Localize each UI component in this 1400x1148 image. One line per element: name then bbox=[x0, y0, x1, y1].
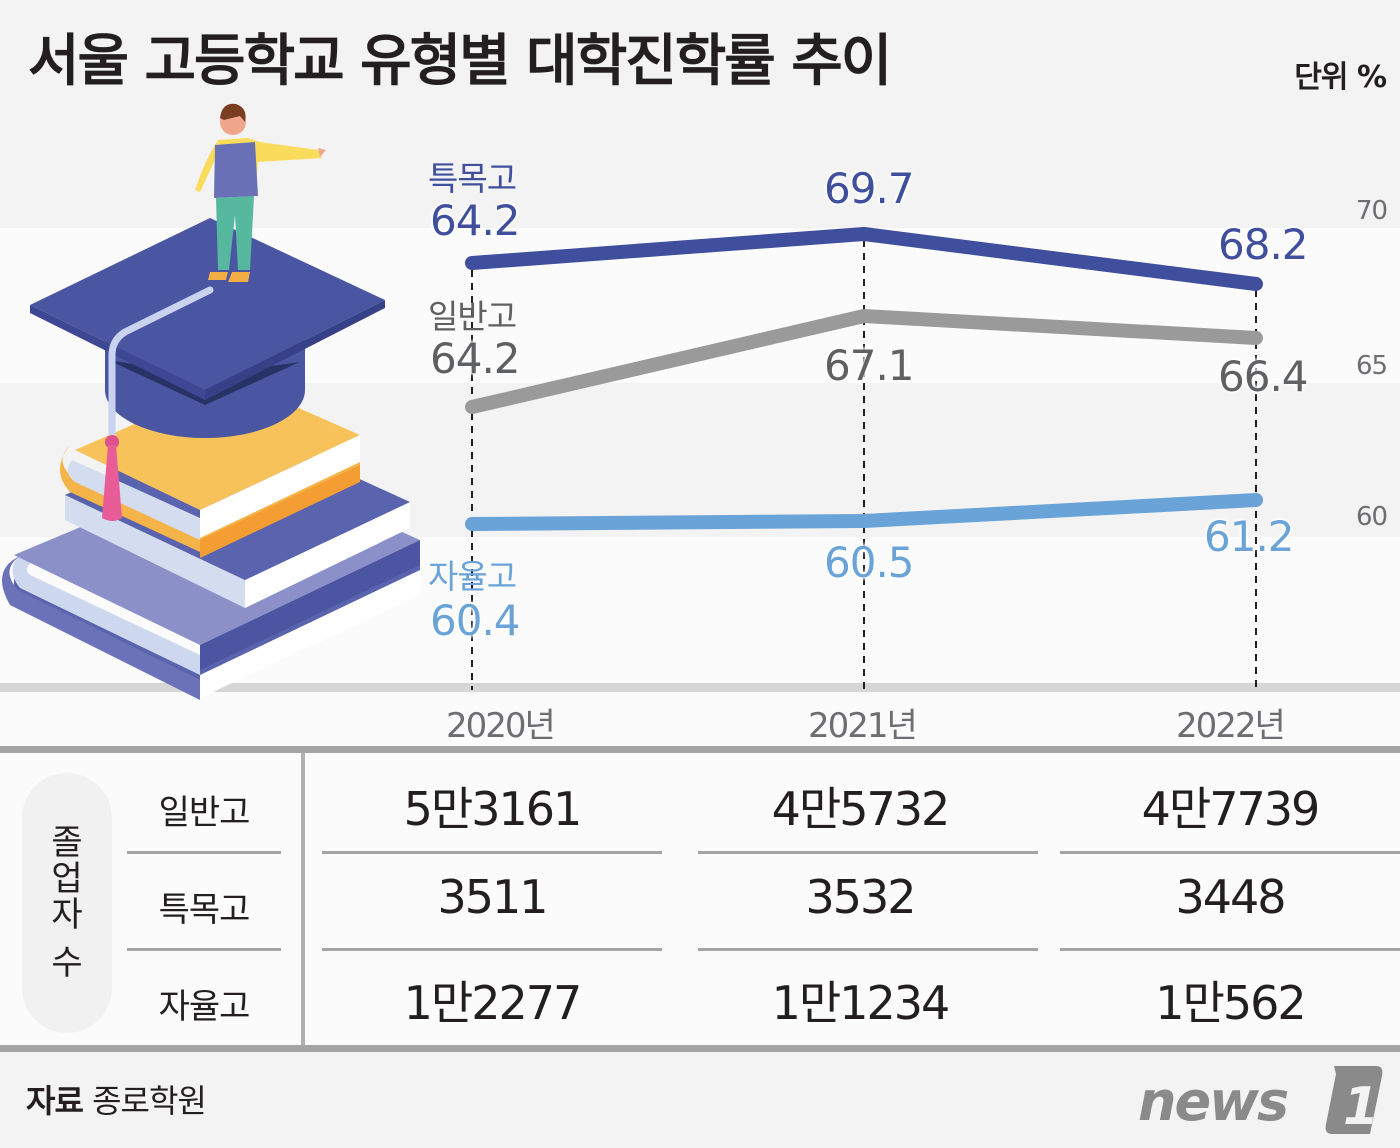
row-separator bbox=[1060, 948, 1400, 951]
y-tick-65: 65 bbox=[1356, 351, 1388, 381]
graduates-group-label: 졸 업 자 수 bbox=[22, 773, 112, 1033]
table-cell: 3511 bbox=[437, 870, 548, 924]
group-label-char: 자 bbox=[51, 895, 83, 935]
chart-title: 서울 고등학교 유형별 대학진학률 추이 bbox=[28, 29, 892, 94]
row-label-general: 일반고 bbox=[158, 793, 251, 833]
row-separator bbox=[322, 851, 662, 854]
table-cell: 5만3161 bbox=[403, 782, 583, 836]
row-label-special: 특목고 bbox=[158, 890, 251, 930]
table-cell: 4만5732 bbox=[771, 782, 951, 836]
source-prefix: 자료 bbox=[26, 1082, 84, 1120]
group-label-char: 수 bbox=[51, 943, 83, 983]
value-autonomous-2022: 61.2 bbox=[1204, 512, 1295, 561]
table-cell: 1만562 bbox=[1155, 976, 1306, 1030]
value-special-2021: 69.7 bbox=[824, 164, 915, 213]
group-label-char: 업 bbox=[51, 859, 83, 899]
news1-logo: news 1 bbox=[1138, 1066, 1383, 1137]
logo-number: 1 bbox=[1343, 1077, 1379, 1137]
graduates-table: 졸 업 자 수 일반고 특목고 자율고 5만3161 4만5732 4만7739… bbox=[0, 746, 1400, 1052]
series-name-special: 특목고 bbox=[428, 159, 517, 198]
group-label-char: 졸 bbox=[51, 823, 83, 863]
graduation-books-illustration bbox=[2, 103, 420, 700]
series-line-special bbox=[465, 227, 1263, 291]
unit-label: 단위 % bbox=[1294, 60, 1387, 95]
row-separator bbox=[1060, 851, 1400, 854]
line-chart-plot bbox=[465, 227, 1263, 690]
mortarboard-icon bbox=[30, 218, 385, 390]
series-line-general bbox=[465, 309, 1263, 414]
row-separator bbox=[698, 948, 1038, 951]
year-guidelines bbox=[471, 240, 1257, 690]
table-cell: 1만2277 bbox=[403, 976, 583, 1030]
row-separator bbox=[127, 948, 281, 951]
value-special-2022: 68.2 bbox=[1218, 220, 1309, 269]
source-credit: 자료 종로학원 bbox=[26, 1076, 207, 1122]
table-vertical-divider bbox=[301, 753, 305, 1045]
value-general-2022: 66.4 bbox=[1218, 352, 1309, 401]
row-separator bbox=[322, 948, 662, 951]
x-tick-2021: 2021년 bbox=[808, 706, 918, 746]
value-general-2021: 67.1 bbox=[824, 341, 915, 390]
person-figure-icon bbox=[195, 103, 326, 282]
row-label-autonomous: 자율고 bbox=[158, 987, 251, 1027]
y-tick-70: 70 bbox=[1356, 196, 1388, 226]
table-cell: 1만1234 bbox=[771, 976, 951, 1030]
table-cell: 4만7739 bbox=[1141, 782, 1321, 836]
row-separator bbox=[698, 851, 1038, 854]
series-name-autonomous: 자율고 bbox=[428, 557, 517, 596]
series-name-general: 일반고 bbox=[428, 297, 517, 336]
tassel-cord-icon bbox=[108, 286, 214, 444]
tassel-icon bbox=[102, 445, 122, 521]
value-general-2020: 64.2 bbox=[430, 334, 521, 383]
x-tick-2022: 2022년 bbox=[1176, 706, 1286, 746]
value-special-2020: 64.2 bbox=[430, 196, 521, 245]
x-tick-2020: 2020년 bbox=[446, 706, 556, 746]
series-line-autonomous bbox=[465, 493, 1263, 531]
band-xaxis-labels bbox=[0, 692, 1400, 746]
value-autonomous-2020: 60.4 bbox=[430, 596, 521, 645]
source-name: 종로학원 bbox=[92, 1082, 207, 1120]
logo-text: news bbox=[1138, 1070, 1288, 1133]
y-tick-60: 60 bbox=[1356, 502, 1388, 532]
x-axis-bar bbox=[0, 683, 1400, 692]
table-cell: 3448 bbox=[1175, 870, 1286, 924]
table-cell: 3532 bbox=[805, 870, 916, 924]
value-autonomous-2021: 60.5 bbox=[824, 538, 915, 587]
row-separator bbox=[127, 851, 281, 854]
